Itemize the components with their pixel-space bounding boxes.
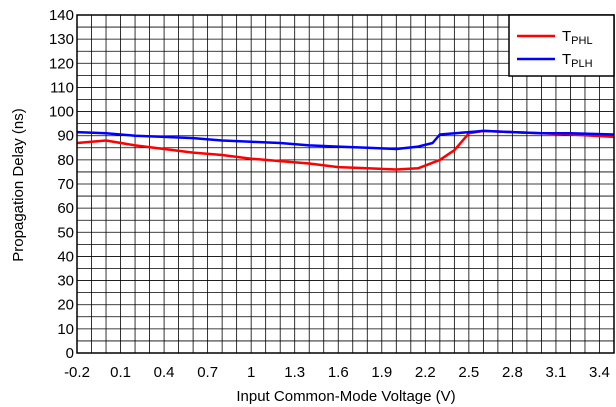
plot-frame <box>76 14 615 354</box>
legend-box <box>508 14 615 77</box>
y-tick-label: 40 <box>57 248 74 265</box>
x-tick-label: 2.8 <box>502 364 523 381</box>
x-tick-label: 0.7 <box>197 364 218 381</box>
x-tick-label: 3.1 <box>546 364 567 381</box>
series-line-tplh <box>76 129 615 151</box>
y-tick-label: 60 <box>57 200 74 217</box>
legend: TPHL TPLH <box>508 14 615 77</box>
x-tick-label: 2.5 <box>458 364 479 381</box>
x-tick-label: 2.2 <box>415 364 436 381</box>
y-tick-label: 10 <box>57 321 74 338</box>
x-tick-label: 1.9 <box>371 364 392 381</box>
x-tick-label: 0.1 <box>110 364 131 381</box>
y-tick-label: 20 <box>57 297 74 314</box>
x-tick-label: 0.4 <box>154 364 175 381</box>
y-tick-label: 90 <box>57 128 74 145</box>
y-axis-label: Propagation Delay (ns) <box>10 108 27 261</box>
y-tick-label: 120 <box>49 55 74 72</box>
x-tick-label: 3.4 <box>589 364 610 381</box>
y-tick-label: 100 <box>49 104 74 121</box>
y-tick-label: 140 <box>49 7 74 24</box>
x-axis-label: Input Common-Mode Voltage (V) <box>236 388 455 405</box>
y-tick-label: 50 <box>57 224 74 241</box>
x-tick-label: -0.2 <box>64 364 90 381</box>
y-tick-label: 0 <box>66 345 74 362</box>
y-tick-label: 110 <box>50 79 74 96</box>
x-tick-label: 1.3 <box>284 364 305 381</box>
y-tick-label: 80 <box>57 152 74 169</box>
y-tick-label: 70 <box>57 176 74 193</box>
legend-label-tplh: TPLH <box>562 51 593 70</box>
grid <box>77 15 614 353</box>
legend-label-tphl: TPHL <box>562 28 593 47</box>
y-tick-label: 130 <box>49 31 74 48</box>
x-axis-ticks: -0.2 0.1 0.4 0.7 1 1.3 1.6 1.9 2.2 2.5 2.8 3.1 3.4 <box>64 364 610 381</box>
y-axis-ticks: 0 10 20 30 40 50 60 70 80 90 100 110 120 130 140 <box>49 7 74 362</box>
x-tick-label: 1.6 <box>328 364 349 381</box>
y-tick-label: 30 <box>57 273 74 290</box>
series-lines <box>76 129 615 171</box>
x-tick-label: 1 <box>247 364 255 381</box>
